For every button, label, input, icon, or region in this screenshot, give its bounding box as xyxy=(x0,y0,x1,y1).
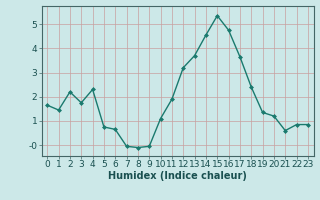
X-axis label: Humidex (Indice chaleur): Humidex (Indice chaleur) xyxy=(108,171,247,181)
